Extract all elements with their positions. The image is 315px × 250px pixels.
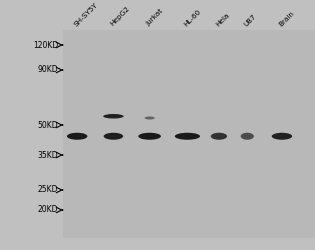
Text: 120KD: 120KD bbox=[33, 40, 58, 50]
FancyBboxPatch shape bbox=[63, 30, 315, 238]
Text: 20KD: 20KD bbox=[38, 206, 58, 214]
Ellipse shape bbox=[241, 133, 254, 140]
Ellipse shape bbox=[104, 133, 123, 140]
Text: HL-60: HL-60 bbox=[183, 8, 203, 28]
Text: U87: U87 bbox=[243, 13, 258, 28]
Ellipse shape bbox=[103, 114, 123, 118]
Text: SH-SY5Y: SH-SY5Y bbox=[73, 2, 99, 28]
Text: Brain: Brain bbox=[278, 10, 295, 28]
Ellipse shape bbox=[272, 133, 292, 140]
Ellipse shape bbox=[67, 133, 87, 140]
Text: 35KD: 35KD bbox=[38, 150, 58, 160]
Ellipse shape bbox=[145, 116, 155, 119]
Text: Hela: Hela bbox=[215, 12, 231, 28]
Text: HepG2: HepG2 bbox=[109, 6, 131, 28]
Ellipse shape bbox=[138, 133, 161, 140]
Text: 50KD: 50KD bbox=[38, 120, 58, 130]
Ellipse shape bbox=[211, 133, 227, 140]
Ellipse shape bbox=[175, 133, 200, 140]
Text: Jurkat: Jurkat bbox=[146, 8, 164, 28]
Text: 25KD: 25KD bbox=[38, 186, 58, 194]
Text: 90KD: 90KD bbox=[38, 66, 58, 74]
